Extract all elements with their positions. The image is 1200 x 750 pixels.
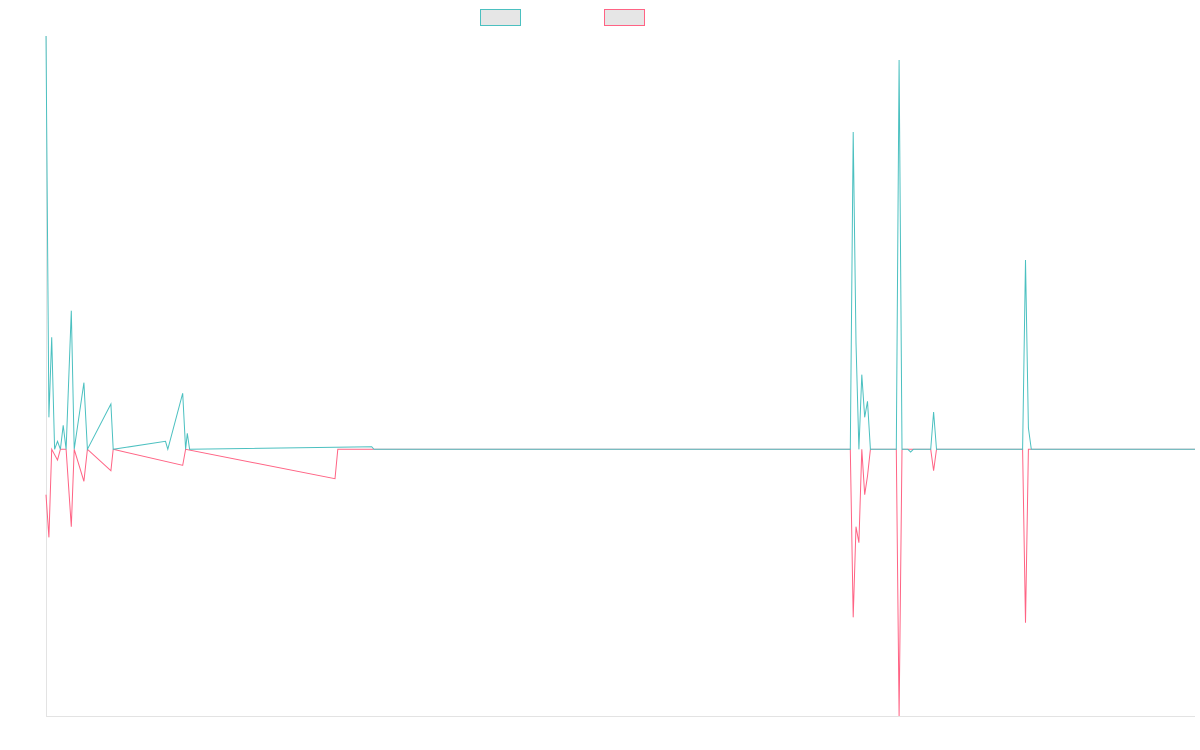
- series-a-line: [45, 35, 1195, 453]
- series-b-line: [45, 447, 1195, 717]
- axes: [46, 36, 1195, 717]
- legend-swatch-series-b[interactable]: [604, 9, 645, 26]
- legend: [480, 9, 645, 26]
- legend-swatch-series-a[interactable]: [480, 9, 521, 26]
- plot-area: [45, 35, 1195, 717]
